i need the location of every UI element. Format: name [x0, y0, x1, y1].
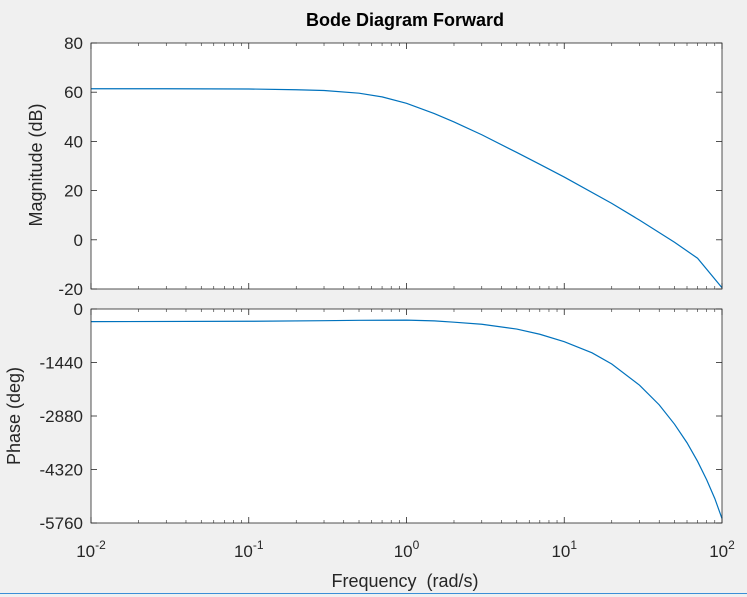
phase-y-tick-label: 0 [74, 300, 83, 319]
x-tick-label: 10-2 [76, 538, 106, 561]
chart-title: Bode Diagram Forward [306, 10, 504, 30]
x-tick-label: 101 [551, 538, 577, 561]
phase-axes-frame [90, 308, 723, 524]
magnitude-y-tick-label: 20 [64, 182, 83, 201]
phase-plot: 0 -1440 -2880 -4320 -5760 10-2 10-1 100 101 102 [40, 300, 736, 561]
magnitude-y-tick-label: 80 [64, 34, 83, 53]
frequency-axis-label: Frequency (rad/s) [331, 571, 478, 591]
phase-y-tick-label: -1440 [40, 354, 83, 373]
magnitude-y-tick-label: 60 [64, 83, 83, 102]
magnitude-y-tick-label: -20 [58, 280, 83, 299]
magnitude-plot: 80 60 40 20 0 -20 [58, 34, 723, 299]
phase-y-tick-label: -4320 [40, 461, 83, 480]
x-tick-label: 100 [394, 538, 420, 561]
magnitude-y-tick-label: 0 [74, 231, 83, 250]
magnitude-y-tick-label: 40 [64, 132, 83, 151]
magnitude-axis-label: Magnitude (dB) [26, 103, 46, 226]
magnitude-plot-area [91, 43, 722, 289]
x-tick-label: 10-1 [234, 538, 264, 561]
bottom-divider [0, 593, 747, 594]
magnitude-axes-frame [90, 42, 723, 290]
phase-axis-label: Phase (deg) [4, 367, 24, 465]
phase-y-tick-label: -5760 [40, 514, 83, 533]
magnitude-series-line [91, 88, 723, 289]
x-tick-label: 102 [709, 538, 735, 561]
phase-y-tick-label: -2880 [40, 407, 83, 426]
phase-plot-area [91, 309, 722, 523]
phase-series-line [90, 319, 723, 519]
